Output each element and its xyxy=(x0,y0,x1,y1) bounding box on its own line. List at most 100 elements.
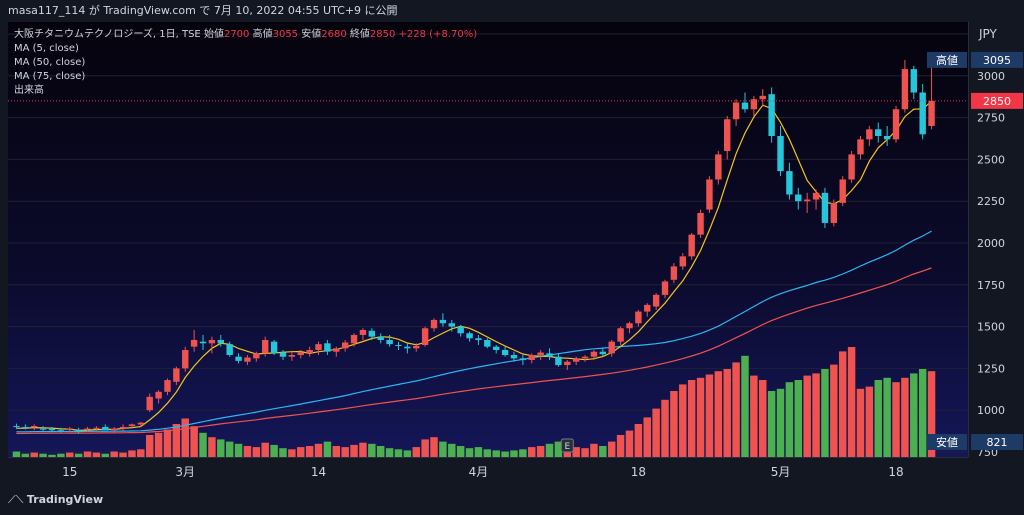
volume-bar xyxy=(776,388,785,457)
volume-bar xyxy=(616,435,625,457)
volume-bar xyxy=(359,442,367,457)
volume-bar xyxy=(21,453,30,457)
volume-bar xyxy=(430,437,438,457)
volume-bar xyxy=(883,377,891,457)
candle-body xyxy=(555,356,562,366)
volume-bar xyxy=(101,453,110,457)
candle-body xyxy=(164,380,171,392)
candle-body xyxy=(546,353,553,357)
low-badge-label-bg xyxy=(927,434,967,450)
earnings-marker-label: E xyxy=(564,442,570,452)
volume-bar xyxy=(154,432,163,457)
price-tick-label: 2750 xyxy=(977,112,1005,125)
candle-body xyxy=(439,319,447,324)
candle-body xyxy=(875,129,882,136)
volume-bar xyxy=(172,424,181,457)
candle-body xyxy=(102,426,109,431)
time-tick-label: 14 xyxy=(311,465,326,479)
candle-body xyxy=(270,341,278,354)
candle-body xyxy=(901,69,909,110)
volume-bar xyxy=(590,443,598,457)
legend-ma75[interactable]: MA (75, close) xyxy=(14,71,86,82)
legend-ma50[interactable]: MA (50, close) xyxy=(14,57,86,68)
volume-bar xyxy=(181,418,189,457)
volume-bar xyxy=(57,453,65,457)
volume-bar xyxy=(767,391,776,457)
candle-body xyxy=(48,428,56,431)
candle-body xyxy=(146,396,153,411)
time-tick-label: 15 xyxy=(62,465,77,479)
volume-bar xyxy=(92,452,101,457)
time-axis[interactable]: 153月144月185月186月207月 xyxy=(8,457,968,486)
candle-body xyxy=(741,102,749,110)
volume-bar xyxy=(421,439,429,457)
candle-body xyxy=(786,171,793,195)
volume-bar xyxy=(66,452,74,457)
candle-body xyxy=(182,350,189,369)
candle-body xyxy=(697,212,704,235)
candle-body xyxy=(652,294,660,307)
candle-body xyxy=(795,194,802,202)
candle-body xyxy=(750,99,758,110)
legend-ma5[interactable]: MA (5, close) xyxy=(14,43,79,54)
candle-body xyxy=(288,355,296,357)
volume-bar xyxy=(510,450,518,457)
volume-bar xyxy=(723,369,731,457)
low-badge-label: 安値 xyxy=(936,435,958,449)
candle-body xyxy=(297,352,304,356)
candle-body xyxy=(608,341,615,354)
time-tick-label: 3月 xyxy=(175,465,195,479)
candle-body xyxy=(812,192,820,200)
volume-bar xyxy=(128,450,136,457)
volume-bar xyxy=(448,443,456,457)
price-plot-area[interactable]: E xyxy=(8,22,968,457)
volume-bar xyxy=(501,451,509,457)
legend-ohlc-row: 大阪チタニウムテクノロジーズ, 1日, TSE 始値2700 高値3055 安値… xyxy=(14,28,477,42)
candle-body xyxy=(581,356,589,359)
candle-body xyxy=(599,351,607,355)
candle-body xyxy=(31,426,38,428)
price-tick-label: 2250 xyxy=(977,195,1005,208)
price-axis-svg: JPY3000275025002250200017501500125010007… xyxy=(927,27,1023,459)
candle-body xyxy=(386,339,393,345)
tradingview-logo[interactable]: ⟋⟍ TradingView xyxy=(8,485,103,515)
volume-bar xyxy=(341,447,349,457)
ma5-line xyxy=(16,100,932,431)
volume-bar xyxy=(732,362,740,457)
volume-bar xyxy=(750,375,758,457)
price-tick-label: 2500 xyxy=(977,153,1005,166)
legend-volume[interactable]: 出来高 xyxy=(14,85,44,96)
last-price-badge-bg xyxy=(971,92,1023,109)
volume-bar xyxy=(74,453,83,457)
volume-bar xyxy=(687,380,696,457)
legend-close-label: 終値 xyxy=(349,29,370,40)
price-axis[interactable]: JPY 3000 2750 2500 2250 2000 1750 1500 1250 1000 7… xyxy=(927,22,1024,459)
legend-high-value: 3055 xyxy=(272,29,299,40)
tradingview-logo-icon: ⟋⟍ xyxy=(8,493,24,506)
volume-bar xyxy=(385,448,394,457)
candle-body xyxy=(572,358,580,362)
candle-body xyxy=(715,154,722,180)
volume-bar xyxy=(190,426,198,457)
candle-body xyxy=(128,424,136,427)
volume-bar xyxy=(634,424,643,457)
candle-body xyxy=(821,192,829,223)
candle-body xyxy=(724,119,731,152)
legend-open-label: 始値 xyxy=(203,29,224,40)
volume-bar xyxy=(581,448,589,457)
volume-bar xyxy=(794,380,803,457)
volume-bar xyxy=(243,446,252,457)
volume-bar xyxy=(163,429,172,457)
candle-body xyxy=(679,256,686,267)
candle-body xyxy=(395,344,402,346)
volume-bar xyxy=(48,454,56,457)
high-badge-bg xyxy=(971,51,1023,68)
candle-body xyxy=(732,102,740,120)
volume-bar xyxy=(412,447,420,457)
candle-body xyxy=(528,355,535,361)
volume-bar xyxy=(661,399,669,457)
volume-bar xyxy=(812,373,820,457)
volume-bar xyxy=(368,443,376,457)
volume-bar xyxy=(643,417,651,457)
